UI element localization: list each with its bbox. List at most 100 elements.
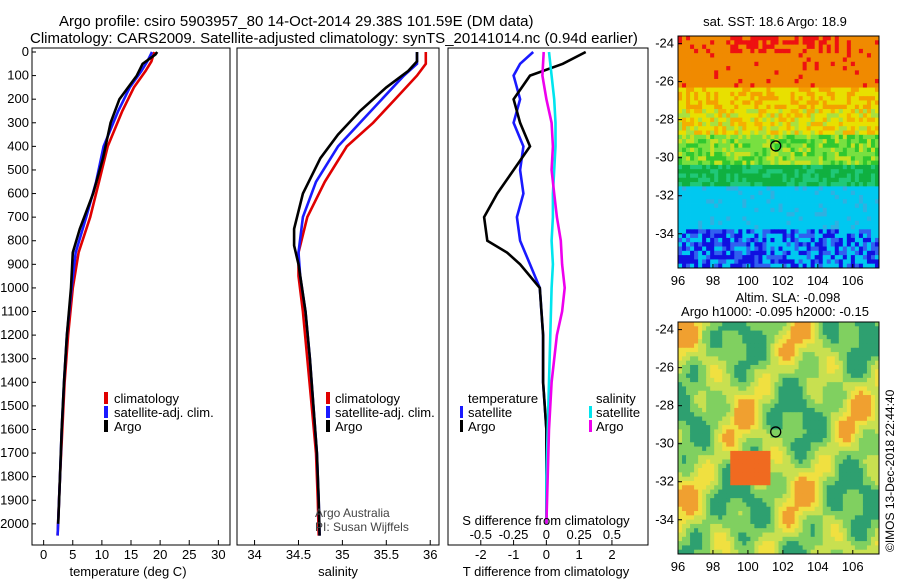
map-cell <box>762 378 766 383</box>
map-cell <box>698 186 702 191</box>
map-cell <box>710 247 714 252</box>
map-cell <box>815 234 819 239</box>
map-cell <box>827 417 831 422</box>
map-cell <box>694 100 698 105</box>
map-cell <box>787 156 791 161</box>
map-cell <box>754 195 758 200</box>
map-cell <box>726 464 730 469</box>
map-cell <box>795 399 799 404</box>
map-cell <box>730 139 734 144</box>
map-cell <box>843 225 847 230</box>
map-cell <box>734 66 738 71</box>
map-cell <box>815 429 819 434</box>
map-cell <box>851 169 855 174</box>
map-cell <box>694 178 698 183</box>
map-cell <box>803 36 807 41</box>
map-cell <box>823 429 827 434</box>
map-cell <box>807 234 811 239</box>
map-cell <box>738 131 742 136</box>
map-cell <box>863 365 867 370</box>
map-cell <box>839 152 843 157</box>
map-cell <box>686 57 690 62</box>
map-cell <box>698 348 702 353</box>
map-cell <box>811 234 815 239</box>
map-cell <box>742 502 746 507</box>
map-cell <box>746 139 750 144</box>
map-cell <box>783 178 787 183</box>
map-cell <box>730 212 734 217</box>
map-cell <box>803 40 807 45</box>
map-cell <box>714 408 718 413</box>
map-cell <box>795 161 799 166</box>
map-cell <box>791 182 795 187</box>
map-cell <box>770 442 774 447</box>
map-cell <box>694 75 698 80</box>
map-cell <box>799 343 803 348</box>
map-cell <box>758 109 762 114</box>
map-cell <box>730 395 734 400</box>
x-tick-label: 25 <box>182 547 196 562</box>
map-cell <box>847 477 851 482</box>
map-cell <box>690 356 694 361</box>
map-cell <box>807 242 811 247</box>
map-cell <box>795 502 799 507</box>
map-cell <box>795 451 799 456</box>
map-cell <box>871 412 875 417</box>
map-cell <box>863 186 867 191</box>
map-cell <box>835 434 839 439</box>
map-cell <box>871 208 875 213</box>
map-cell <box>742 412 746 417</box>
map-cell <box>815 259 819 264</box>
map-cell <box>851 156 855 161</box>
map-cell <box>807 88 811 93</box>
y-tick-label: 1200 <box>0 327 29 342</box>
map-cell <box>678 374 682 379</box>
map-cell <box>847 255 851 260</box>
map-cell <box>718 221 722 226</box>
map-cell <box>702 382 706 387</box>
map-cell <box>698 131 702 136</box>
map-cell <box>779 331 783 336</box>
map-cell <box>682 247 686 252</box>
map-cell <box>766 199 770 204</box>
map-cell <box>787 378 791 383</box>
map-cell <box>758 45 762 50</box>
map-cell <box>831 429 835 434</box>
map-cell <box>698 161 702 166</box>
map-cell <box>867 369 871 374</box>
map-cell <box>783 477 787 482</box>
map-cell <box>734 477 738 482</box>
map-cell <box>754 425 758 430</box>
map-cell <box>831 438 835 443</box>
map-cell <box>730 156 734 161</box>
map-cell <box>835 135 839 140</box>
map-cell <box>686 404 690 409</box>
map-cell <box>803 234 807 239</box>
map-cell <box>762 464 766 469</box>
x-tick-label: 34.5 <box>286 547 311 562</box>
map-cell <box>714 195 718 200</box>
map-cell <box>750 356 754 361</box>
map-cell <box>851 498 855 503</box>
map-cell <box>811 421 815 426</box>
map-cell <box>730 382 734 387</box>
map-cell <box>791 131 795 136</box>
map-cell <box>823 442 827 447</box>
map-cell <box>754 234 758 239</box>
map-cell <box>718 408 722 413</box>
map-cell <box>710 490 714 495</box>
map-cell <box>799 178 803 183</box>
map-cell <box>694 335 698 340</box>
map-cell <box>839 459 843 464</box>
map-cell <box>783 404 787 409</box>
map-cell <box>706 434 710 439</box>
map-cell <box>871 464 875 469</box>
map-cell <box>823 425 827 430</box>
map-cell <box>807 165 811 170</box>
map-cell <box>746 421 750 426</box>
map-cell <box>787 502 791 507</box>
map-cell <box>803 395 807 400</box>
map-cell <box>766 83 770 88</box>
map-cell <box>803 178 807 183</box>
map-cell <box>863 408 867 413</box>
